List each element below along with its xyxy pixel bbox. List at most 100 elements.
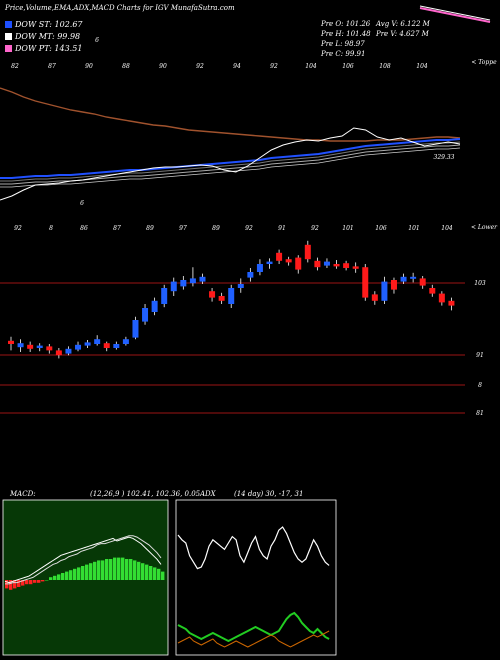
candle-body bbox=[247, 272, 254, 278]
macd-histogram-bar bbox=[89, 563, 93, 580]
macd-line bbox=[4, 536, 162, 584]
candle-body bbox=[46, 346, 53, 351]
macd-histogram-bar bbox=[145, 564, 149, 580]
candle-body bbox=[429, 288, 436, 294]
ema-top-number: 90 bbox=[85, 63, 93, 70]
candle-body bbox=[17, 343, 24, 348]
candle-body bbox=[218, 296, 225, 301]
candle-body bbox=[362, 267, 369, 298]
legend-label: DOW PT: 143.51 bbox=[15, 44, 83, 53]
macd-label: MACD: bbox=[10, 490, 36, 498]
candle-top-number: 8 bbox=[49, 225, 53, 232]
macd-histogram-bar bbox=[61, 573, 65, 580]
ema-top-number: 106 bbox=[342, 63, 354, 70]
candle-top-number: 97 bbox=[179, 225, 187, 232]
candle-body bbox=[170, 281, 177, 292]
macd-histogram-bar bbox=[45, 580, 49, 581]
legend-dow-st: DOW ST: 102.67 bbox=[5, 20, 83, 29]
macd-histogram-bar bbox=[37, 580, 41, 583]
candle-top-number: 87 bbox=[113, 225, 121, 232]
ema-top-number: 104 bbox=[305, 63, 317, 70]
adx-panel bbox=[175, 499, 337, 656]
ema-extra-marker: 6 bbox=[95, 37, 99, 44]
macd-histogram-bar bbox=[17, 580, 21, 587]
macd-histogram-bar bbox=[109, 559, 113, 580]
ema-top-number: 90 bbox=[159, 63, 167, 70]
candle-body bbox=[199, 276, 206, 282]
candlestick-panel: 92 8 86 87 89 97 89 92 91 92 101 106 101 104 < Lower 10… bbox=[0, 224, 498, 417]
minus-di-line bbox=[177, 630, 330, 648]
candle-body bbox=[237, 284, 244, 288]
candle-body bbox=[390, 280, 397, 290]
candle-body bbox=[276, 252, 283, 261]
adx-readout: (14 day) 30, -17, 31 bbox=[234, 490, 304, 498]
macd-histogram-bar bbox=[53, 575, 57, 580]
candle-body bbox=[65, 348, 72, 354]
macd-histogram-bar bbox=[77, 567, 81, 580]
macd-histogram-bar bbox=[129, 559, 133, 580]
macd-histogram-bar bbox=[25, 580, 29, 585]
macd-histogram-bar bbox=[141, 563, 145, 580]
level-label: 91 bbox=[476, 352, 484, 359]
candle-top-number: 101 bbox=[408, 225, 419, 232]
candle-body bbox=[209, 291, 216, 298]
candle-top-number: 104 bbox=[441, 225, 453, 232]
macd-histogram-bar bbox=[33, 580, 37, 583]
candle-top-number: 92 bbox=[245, 225, 253, 232]
macd-histogram-bar bbox=[121, 557, 125, 580]
candle-top-number: 92 bbox=[14, 225, 22, 232]
plus-di-line bbox=[177, 611, 330, 643]
macd-histogram-bar bbox=[57, 574, 61, 580]
candle-right-label: < Lower bbox=[471, 224, 498, 231]
macd-histogram-bar bbox=[117, 557, 121, 580]
ema-top-number: 87 bbox=[48, 63, 56, 70]
prev-volume: Pre V: 4.627 M bbox=[376, 30, 429, 38]
macd-histogram-bar bbox=[161, 571, 165, 580]
candle-body bbox=[132, 320, 139, 338]
candle-top-number: 92 bbox=[311, 225, 319, 232]
candle-body bbox=[84, 342, 91, 346]
candle-body bbox=[228, 288, 235, 304]
macd-histogram-bar bbox=[157, 568, 161, 580]
candle-body bbox=[36, 345, 43, 348]
ema-top-number: 94 bbox=[233, 63, 241, 70]
dow-pt-trend-line-shadow bbox=[419, 5, 491, 21]
price-close-line bbox=[0, 127, 461, 201]
candle-body bbox=[400, 276, 407, 282]
macd-histogram-bar bbox=[21, 580, 25, 586]
candle-body bbox=[371, 294, 378, 301]
macd-histogram-bar bbox=[133, 560, 137, 580]
candle-top-number: 101 bbox=[342, 225, 353, 232]
adx-label: ADX bbox=[200, 490, 216, 498]
legend-dow-pt: DOW PT: 143.51 bbox=[5, 44, 82, 53]
candle-body bbox=[151, 300, 158, 312]
prev-open: Pre O: 101.26 bbox=[321, 20, 371, 28]
dow-pt-trend-line bbox=[419, 7, 491, 23]
legend-swatch-blue bbox=[5, 21, 12, 28]
macd-histogram-bar bbox=[113, 557, 117, 580]
adx-line bbox=[177, 526, 330, 570]
macd-histogram-bar bbox=[73, 568, 77, 580]
candle-body bbox=[314, 260, 321, 268]
ema-top-number: 82 bbox=[11, 63, 19, 70]
candle-body bbox=[94, 339, 101, 344]
prev-high: Pre H: 101.48 bbox=[321, 30, 371, 38]
candle-top-number: 86 bbox=[80, 225, 88, 232]
candle-body bbox=[142, 308, 149, 322]
macd-histogram-bar bbox=[69, 570, 73, 580]
ema-short-line bbox=[0, 138, 461, 179]
macd-histogram-bar bbox=[125, 559, 129, 580]
macd-histogram-bar bbox=[29, 580, 33, 585]
macd-histogram-bar bbox=[105, 559, 109, 580]
macd-histogram-bar bbox=[101, 560, 105, 580]
candle-body bbox=[8, 340, 14, 344]
candle-top-number: 89 bbox=[146, 225, 154, 232]
ema-last-value: 329.33 bbox=[434, 154, 455, 161]
ema-top-number: 92 bbox=[196, 63, 204, 70]
ema-top-number: 92 bbox=[270, 63, 278, 70]
macd-histogram-bar bbox=[97, 560, 101, 580]
level-label: 81 bbox=[476, 410, 484, 417]
candle-body bbox=[285, 259, 292, 263]
macd-histogram-bar bbox=[13, 580, 17, 589]
macd-histogram-bar bbox=[65, 571, 69, 580]
